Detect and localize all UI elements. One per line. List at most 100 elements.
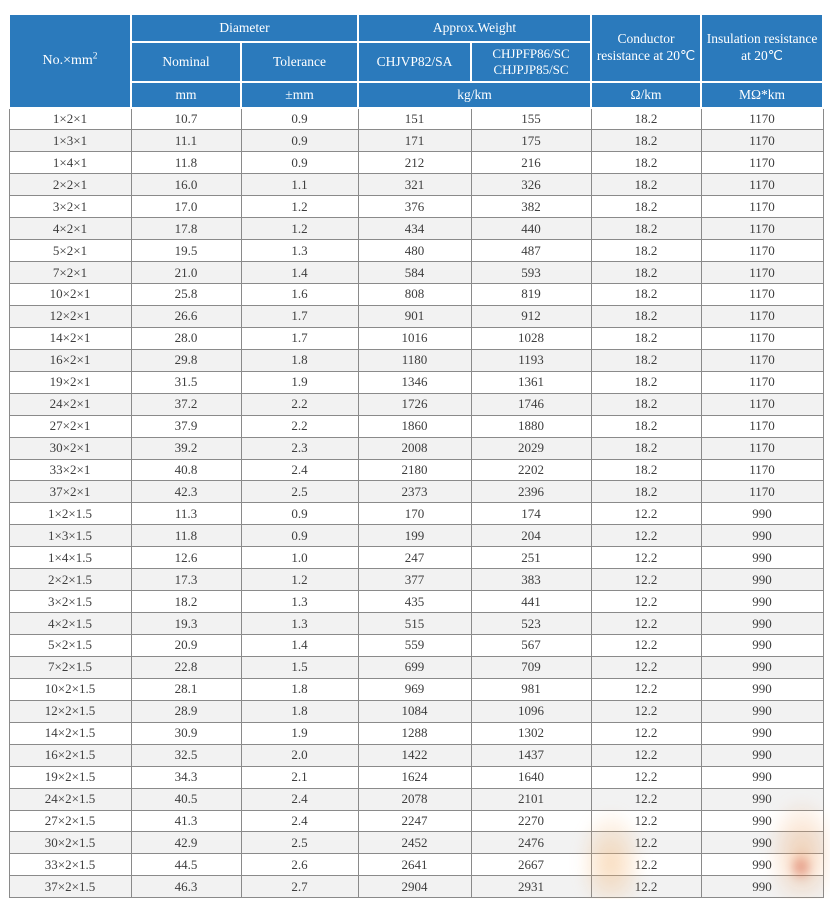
table-cell: 559 xyxy=(357,634,472,657)
table-cell: 2008 xyxy=(357,436,472,460)
table-cell: 1180 xyxy=(357,348,472,372)
table-cell: 2.4 xyxy=(240,787,359,811)
table-cell: 990 xyxy=(700,809,824,833)
table-cell: 26.6 xyxy=(130,304,242,328)
table-cell: 18.2 xyxy=(590,151,702,175)
table-cell: 18.2 xyxy=(590,173,702,197)
table-cell: 151 xyxy=(357,107,472,131)
table-cell: 990 xyxy=(700,612,824,635)
table-cell: 990 xyxy=(700,721,824,745)
table-cell: 174 xyxy=(470,502,592,526)
table-cell: 0.9 xyxy=(240,502,359,526)
table-cell: 7×2×1.5 xyxy=(8,655,132,679)
table-cell: 12.2 xyxy=(590,853,702,877)
table-cell: 0.9 xyxy=(240,129,359,153)
table-cell: 1170 xyxy=(700,348,824,372)
table-row: 14×2×1.5 30.9 1.9 1288 1302 12.2 990 xyxy=(8,721,824,745)
table-row: 27×2×1 37.9 2.2 1860 1880 18.2 1170 xyxy=(8,414,824,438)
table-cell: 2.6 xyxy=(240,853,359,877)
table-cell: 5×2×1 xyxy=(8,239,132,263)
table-cell: 3×2×1 xyxy=(8,195,132,219)
table-cell: 1170 xyxy=(700,370,824,394)
table-cell: 1.7 xyxy=(240,304,359,328)
table-cell: 1170 xyxy=(700,107,824,131)
table-cell: 1170 xyxy=(700,129,824,153)
table-cell: 34.3 xyxy=(130,765,242,789)
table-cell: 12.2 xyxy=(590,612,702,635)
table-row: 27×2×1.5 41.3 2.4 2247 2270 12.2 990 xyxy=(8,809,824,833)
table-cell: 18.2 xyxy=(590,107,702,131)
table-row: 1×2×1 10.7 0.9 151 155 18.2 1170 xyxy=(8,107,824,131)
table-cell: 16.0 xyxy=(130,173,242,197)
table-cell: 1437 xyxy=(470,743,592,767)
table-cell: 376 xyxy=(357,195,472,219)
table-cell: 41.3 xyxy=(130,809,242,833)
table-cell: 5×2×1.5 xyxy=(8,634,132,657)
col-header-size: No.×mm2 xyxy=(8,13,132,109)
unit-insulation-mohm-km: MΩ*km xyxy=(700,81,825,109)
table-cell: 990 xyxy=(700,590,824,614)
table-cell: 170 xyxy=(357,502,472,526)
table-cell: 1302 xyxy=(470,721,592,745)
table-cell: 19×2×1 xyxy=(8,370,132,394)
table-cell: 14×2×1.5 xyxy=(8,721,132,745)
table-cell: 2.2 xyxy=(240,392,359,416)
table-cell: 21.0 xyxy=(130,261,242,284)
table-cell: 1.3 xyxy=(240,612,359,635)
table-row: 10×2×1.5 28.1 1.8 969 981 12.2 990 xyxy=(8,677,824,701)
table-cell: 18.2 xyxy=(590,129,702,153)
table-cell: 1×2×1 xyxy=(8,107,132,131)
table-row: 37×2×1.5 46.3 2.7 2904 2931 12.2 990 xyxy=(8,875,824,899)
table-cell: 2.4 xyxy=(240,809,359,833)
table-row: 7×2×1 21.0 1.4 584 593 18.2 1170 xyxy=(8,261,824,284)
table-cell: 441 xyxy=(470,590,592,614)
table-cell: 382 xyxy=(470,195,592,219)
table-cell: 1.6 xyxy=(240,283,359,306)
table-cell: 1.2 xyxy=(240,195,359,219)
table-cell: 37.2 xyxy=(130,392,242,416)
table-cell: 216 xyxy=(470,151,592,175)
table-cell: 18.2 xyxy=(590,326,702,350)
table-cell: 2904 xyxy=(357,875,472,899)
sub-header-chjpjp85-line: CHJPJP85/SC xyxy=(493,62,569,77)
col-header-insulation-resistance: Insulation resistance at 20℃ xyxy=(700,13,825,83)
table-cell: 2.4 xyxy=(240,458,359,482)
table-cell: 16×2×1.5 xyxy=(8,743,132,767)
unit-tolerance-mm: ±mm xyxy=(239,81,360,109)
table-cell: 12.2 xyxy=(590,875,702,899)
table-body: 1×2×1 10.7 0.9 151 155 18.2 1170 1×3×1 11.1 0.9 17… xyxy=(8,107,824,899)
table-cell: 247 xyxy=(357,546,472,570)
table-row: 19×2×1.5 34.3 2.1 1624 1640 12.2 990 xyxy=(8,765,824,789)
table-cell: 27×2×1.5 xyxy=(8,809,132,833)
table-cell: 1.4 xyxy=(240,634,359,657)
table-cell: 709 xyxy=(470,655,592,679)
table-cell: 981 xyxy=(470,677,592,701)
table-cell: 12.2 xyxy=(590,655,702,679)
table-row: 37×2×1 42.3 2.5 2373 2396 18.2 1170 xyxy=(8,480,824,504)
table-cell: 1.2 xyxy=(240,568,359,592)
table-row: 12×2×1.5 28.9 1.8 1084 1096 12.2 990 xyxy=(8,699,824,723)
table-cell: 1028 xyxy=(470,326,592,350)
table-cell: 42.3 xyxy=(130,480,242,504)
table-cell: 2247 xyxy=(357,809,472,833)
table-cell: 1170 xyxy=(700,304,824,328)
table-cell: 2.5 xyxy=(240,831,359,855)
table-cell: 990 xyxy=(700,765,824,789)
table-cell: 990 xyxy=(700,831,824,855)
table-cell: 1.5 xyxy=(240,655,359,679)
table-cell: 17.3 xyxy=(130,568,242,592)
table-cell: 171 xyxy=(357,129,472,153)
table-cell: 1860 xyxy=(357,414,472,438)
table-cell: 24×2×1 xyxy=(8,392,132,416)
table-row: 33×2×1.5 44.5 2.6 2641 2667 12.2 990 xyxy=(8,853,824,877)
table-cell: 2×2×1.5 xyxy=(8,568,132,592)
table-cell: 1.3 xyxy=(240,239,359,263)
table-cell: 12.2 xyxy=(590,677,702,701)
table-cell: 990 xyxy=(700,787,824,811)
table-cell: 16×2×1 xyxy=(8,348,132,372)
table-cell: 1.4 xyxy=(240,261,359,284)
table-cell: 2029 xyxy=(470,436,592,460)
table-cell: 2270 xyxy=(470,809,592,833)
table-cell: 31.5 xyxy=(130,370,242,394)
table-cell: 37×2×1.5 xyxy=(8,875,132,899)
